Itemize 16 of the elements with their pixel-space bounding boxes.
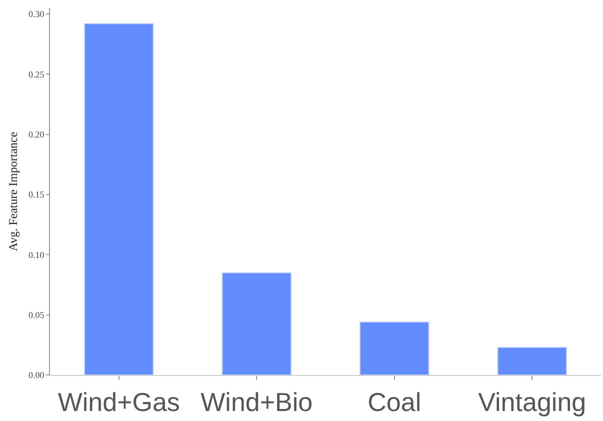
y-axis-title: Avg. Feature Importance <box>6 132 20 252</box>
bar <box>222 272 292 375</box>
x-tick-label: Vintaging <box>478 387 586 418</box>
y-tick-label: 0.00 <box>28 370 45 380</box>
y-tick-label: 0.30 <box>28 9 45 20</box>
y-tick-label: 0.25 <box>28 69 45 80</box>
y-tick-label: 0.15 <box>28 190 45 200</box>
x-tick-label: Coal <box>368 387 422 418</box>
x-tick-label: Wind+Gas <box>58 387 180 418</box>
x-tick-label: Wind+Bio <box>200 387 313 418</box>
bar <box>84 23 154 375</box>
y-tick-label: 0.10 <box>28 250 45 260</box>
y-tick-label: 0.05 <box>28 310 45 320</box>
bar <box>359 322 430 375</box>
y-tick-label: 0.20 <box>28 129 45 140</box>
bar <box>497 346 568 375</box>
